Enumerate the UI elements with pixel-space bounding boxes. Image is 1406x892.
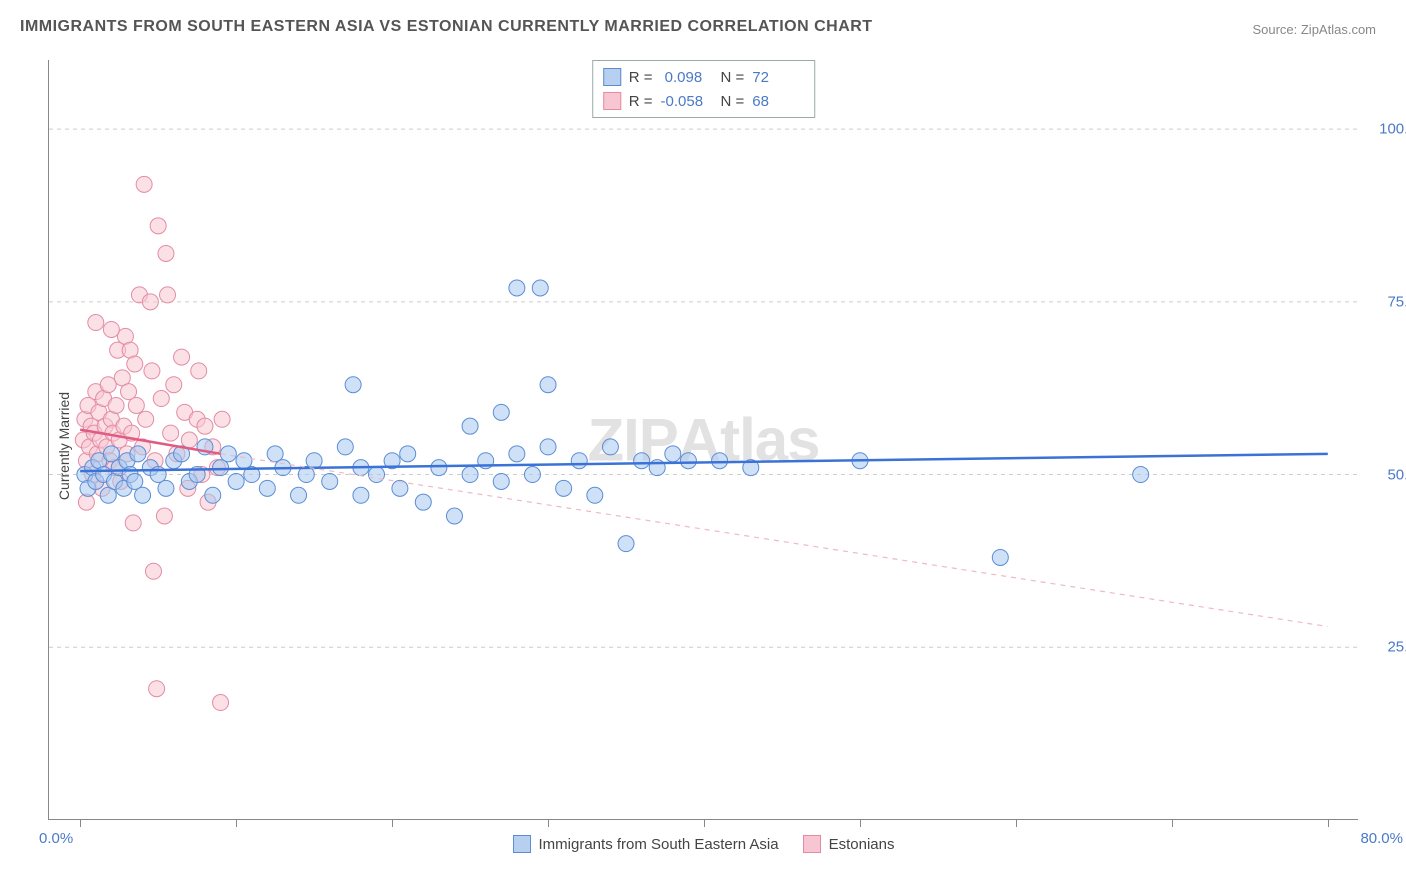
legend-swatch: [603, 92, 621, 110]
x-tick-mark: [236, 819, 237, 827]
y-tick-label: 50.0%: [1387, 466, 1406, 483]
x-tick-mark: [1328, 819, 1329, 827]
plot-area: ZIPAtlas 0.0% 80.0% R = 0.098 N = 72 R =…: [48, 60, 1358, 820]
x-tick-mark: [80, 819, 81, 827]
x-tick-mark: [548, 819, 549, 827]
stats-row: R = 0.098 N = 72: [603, 65, 805, 89]
y-tick-label: 75.0%: [1387, 293, 1406, 310]
y-tick-label: 25.0%: [1387, 639, 1406, 656]
stats-row: R = -0.058 N = 68: [603, 89, 805, 113]
r-value: 0.098: [661, 69, 713, 86]
stats-legend: R = 0.098 N = 72 R = -0.058 N = 68: [592, 60, 816, 118]
scatter-chart: [49, 60, 1358, 819]
y-tick-label: 100.0%: [1379, 121, 1406, 138]
n-label: N =: [721, 69, 745, 86]
legend-item: Estonians: [803, 835, 895, 853]
r-label: R =: [629, 69, 653, 86]
source-attribution: Source: ZipAtlas.com: [1252, 22, 1376, 37]
legend-swatch: [803, 835, 821, 853]
x-tick-mark: [704, 819, 705, 827]
r-label: R =: [629, 93, 653, 110]
x-tick-mark: [860, 819, 861, 827]
legend-swatch: [513, 835, 531, 853]
legend-swatch: [603, 68, 621, 86]
series-legend: Immigrants from South Eastern Asia Eston…: [513, 835, 895, 853]
x-tick-mark: [392, 819, 393, 827]
legend-label: Estonians: [829, 836, 895, 853]
legend-item: Immigrants from South Eastern Asia: [513, 835, 779, 853]
x-tick-mark: [1016, 819, 1017, 827]
x-axis-max-label: 80.0%: [1360, 830, 1403, 847]
n-value: 72: [752, 69, 804, 86]
x-tick-mark: [1172, 819, 1173, 827]
chart-title: IMMIGRANTS FROM SOUTH EASTERN ASIA VS ES…: [20, 18, 873, 36]
n-value: 68: [752, 93, 804, 110]
x-axis-min-label: 0.0%: [39, 830, 73, 847]
n-label: N =: [721, 93, 745, 110]
legend-label: Immigrants from South Eastern Asia: [539, 836, 779, 853]
r-value: -0.058: [661, 93, 713, 110]
